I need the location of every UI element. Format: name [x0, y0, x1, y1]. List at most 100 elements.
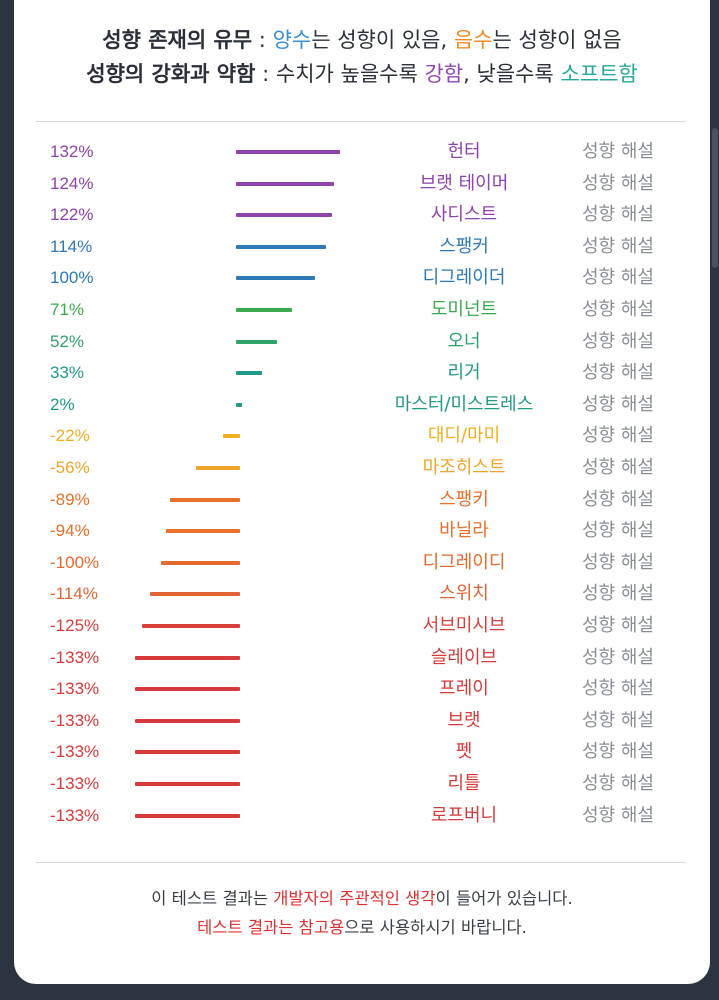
tendency-row: 2% 마스터/미스트레스 성향 해설 — [14, 389, 710, 421]
tendency-description-link[interactable]: 성향 해설 — [582, 520, 654, 542]
tendency-name: 프레이 — [439, 678, 489, 700]
tendency-row: 114% 스팽커 성향 해설 — [14, 231, 710, 263]
tendency-name: 로프버니 — [430, 804, 498, 826]
tendency-name: 대디/마미 — [427, 425, 501, 447]
tendency-description-link[interactable]: 성향 해설 — [582, 804, 654, 826]
tendency-description-link[interactable]: 성향 해설 — [582, 741, 654, 763]
tendency-name: 사디스트 — [430, 204, 498, 226]
disclaimer-text: 이 테스트 결과는 — [151, 889, 274, 908]
tendency-row: 33% 리거 성향 해설 — [14, 357, 710, 389]
divider-top — [36, 121, 686, 122]
tendency-percent: -114% — [50, 584, 98, 604]
tendency-percent: -56% — [50, 458, 90, 477]
tendency-name: 마조히스트 — [422, 457, 506, 478]
tendency-bar — [135, 718, 240, 723]
tendency-bar — [169, 497, 240, 502]
strength-desc-2: , 낮을수록 — [463, 62, 561, 86]
disclaimer-text: 으로 사용하시기 바랍니다. — [344, 918, 527, 937]
tendency-percent: 71% — [50, 300, 85, 319]
tendency-name: 리거 — [447, 362, 481, 384]
tendency-row: -114% 스위치 성향 해설 — [14, 578, 710, 610]
tendency-bar — [236, 339, 277, 344]
tendency-percent: -100% — [50, 552, 100, 572]
tendency-row: 122% 사디스트 성향 해설 — [14, 199, 710, 231]
tendency-bar — [135, 687, 240, 692]
tendency-percent: 2% — [50, 394, 75, 414]
tendency-description-link[interactable]: 성향 해설 — [582, 393, 654, 415]
tendency-bar — [236, 181, 334, 186]
tendency-row: -94% 바닐라 성향 해설 — [14, 515, 710, 547]
legend-title-existence: 성향 존재의 유무 — [102, 28, 253, 52]
tendency-row: 71% 도미넌트 성향 해설 — [14, 294, 710, 326]
tendency-bar — [135, 750, 240, 755]
tendency-description-link[interactable]: 성향 해설 — [582, 488, 654, 510]
positive-desc: 는 성향이 있음, — [311, 28, 454, 52]
tendency-row: -125% 서브미시브 성향 해설 — [14, 610, 710, 642]
tendency-name: 마스터/미스트레스 — [394, 393, 534, 415]
scrollbar[interactable] — [711, 0, 719, 1000]
tendency-description-link[interactable]: 성향 해설 — [582, 709, 654, 731]
disclaimer-line-1: 이 테스트 결과는 개발자의 주관적인 생각이 들어가 있습니다. — [14, 884, 710, 913]
tendency-percent: -133% — [50, 710, 100, 730]
legend-line-existence: 성향 존재의 유무 : 양수는 성향이 있음, 음수는 성향이 없음 — [14, 24, 710, 54]
disclaimer: 이 테스트 결과는 개발자의 주관적인 생각이 들어가 있습니다. 테스트 결과… — [14, 884, 710, 942]
scrollbar-thumb[interactable] — [712, 128, 718, 268]
tendency-percent: 122% — [50, 205, 94, 225]
tendency-name: 스위치 — [439, 583, 489, 605]
tendency-bar — [135, 655, 240, 660]
tendency-description-link[interactable]: 성향 해설 — [582, 299, 654, 320]
tendency-name: 슬레이브 — [430, 646, 498, 668]
strong-label: 강함 — [424, 62, 464, 86]
tendency-bar — [135, 813, 240, 818]
tendency-bar — [161, 560, 240, 565]
tendency-percent: -22% — [50, 426, 90, 446]
tendency-description-link[interactable]: 성향 해설 — [582, 646, 654, 668]
tendency-name: 헌터 — [447, 141, 481, 162]
tendency-description-link[interactable]: 성향 해설 — [582, 457, 654, 478]
tendency-description-link[interactable]: 성향 해설 — [582, 773, 654, 794]
tendency-percent: 114% — [50, 236, 93, 256]
divider-bottom — [36, 862, 686, 863]
tendency-percent: 52% — [50, 331, 85, 351]
tendency-row: 52% 오너 성향 해설 — [14, 326, 710, 358]
tendency-description-link[interactable]: 성향 해설 — [582, 583, 654, 605]
tendency-description-link[interactable]: 성향 해설 — [582, 615, 654, 636]
tendency-description-link[interactable]: 성향 해설 — [582, 141, 654, 162]
soft-label: 소프트함 — [560, 62, 638, 86]
tendency-name: 도미넌트 — [430, 299, 498, 320]
tendency-percent: 33% — [50, 363, 85, 383]
tendency-row: -133% 프레이 성향 해설 — [14, 673, 710, 705]
legend-header: 성향 존재의 유무 : 양수는 성향이 있음, 음수는 성향이 없음 성향의 강… — [14, 0, 710, 110]
tendency-name: 디그레이디 — [422, 551, 506, 573]
tendency-row: -133% 로프버니 성향 해설 — [14, 800, 710, 832]
tendency-bar — [135, 782, 240, 786]
tendency-name: 리틀 — [447, 773, 481, 794]
tendency-bar — [236, 150, 340, 154]
tendency-percent: -133% — [50, 805, 100, 825]
tendency-row: -22% 대디/마미 성향 해설 — [14, 420, 710, 452]
tendency-name: 펫 — [455, 741, 473, 763]
tendency-percent: 132% — [50, 142, 94, 161]
tendency-description-link[interactable]: 성향 해설 — [582, 172, 654, 194]
tendency-description-link[interactable]: 성향 해설 — [582, 678, 654, 700]
tendency-bar — [195, 466, 240, 470]
disclaimer-text: 이 들어가 있습니다. — [435, 889, 573, 908]
tendency-bar — [236, 276, 315, 281]
legend-separator: : — [252, 28, 273, 52]
tendency-description-link[interactable]: 성향 해설 — [582, 330, 654, 352]
tendency-description-link[interactable]: 성향 해설 — [582, 235, 654, 257]
tendency-description-link[interactable]: 성향 해설 — [582, 204, 654, 226]
tendency-row: 124% 브랫 테이머 성향 해설 — [14, 168, 710, 200]
tendency-row: -133% 펫 성향 해설 — [14, 736, 710, 768]
tendency-bar — [236, 244, 326, 249]
tendency-description-link[interactable]: 성향 해설 — [582, 362, 654, 384]
tendency-percent: 124% — [50, 173, 94, 193]
tendency-percent: 100% — [50, 268, 94, 288]
tendency-description-link[interactable]: 성향 해설 — [582, 267, 654, 289]
result-card: 성향 존재의 유무 : 양수는 성향이 있음, 음수는 성향이 없음 성향의 강… — [14, 0, 710, 984]
tendency-name: 브랫 — [447, 709, 481, 731]
tendency-description-link[interactable]: 성향 해설 — [582, 551, 654, 573]
tendency-percent: -94% — [50, 521, 90, 541]
tendency-description-link[interactable]: 성향 해설 — [582, 425, 654, 447]
tendency-row: 132% 헌터 성향 해설 — [14, 136, 710, 168]
